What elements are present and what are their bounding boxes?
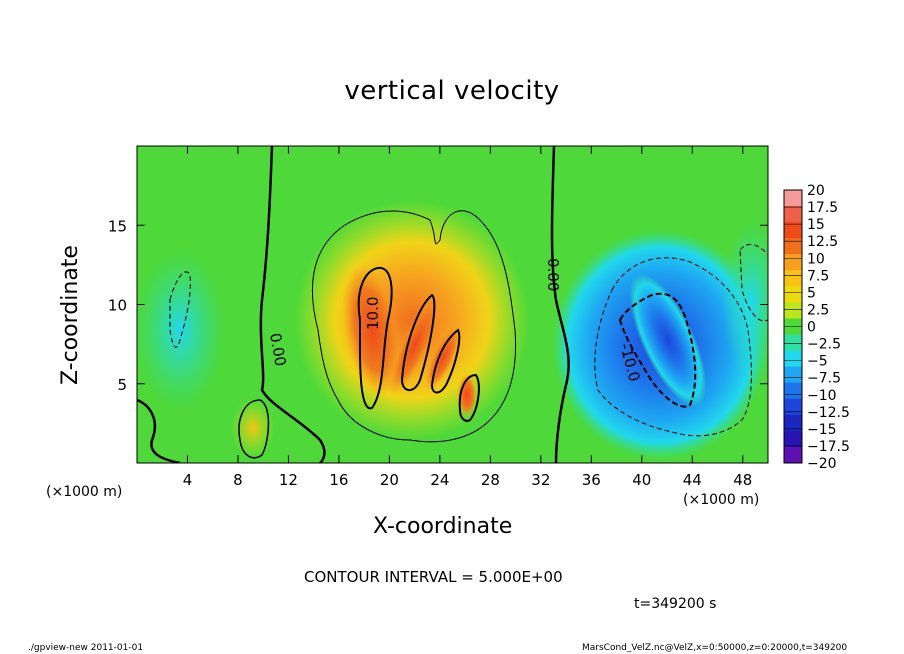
colorbar-label: 12.5 <box>807 234 838 250</box>
y-tick-label: 15 <box>108 217 127 235</box>
five-contour-updraft <box>312 210 517 443</box>
updraft-core <box>342 262 402 398</box>
colorbar-label: −15 <box>807 422 837 438</box>
colorbar-label: −5 <box>807 354 828 370</box>
contour-label: 10.0 <box>364 297 382 330</box>
x-unit-label-left: (×1000 m) <box>46 484 123 500</box>
colorbar-swatch <box>784 350 802 368</box>
zero-contour-right <box>550 146 570 463</box>
neg10-contour-downdraft <box>618 292 697 408</box>
colorbar-label: 15 <box>807 217 825 233</box>
y-axis-title: Z-coordinate <box>58 245 83 385</box>
ten-contour-core <box>357 266 393 410</box>
time-label: t=349200 s <box>634 596 717 612</box>
colorbar-label: −20 <box>807 456 837 472</box>
x-axis-title: X-coordinate <box>373 514 513 539</box>
small-updraft-contour <box>238 399 270 459</box>
x-tick-label: 24 <box>430 471 449 489</box>
updraft-band-3 <box>457 373 477 417</box>
colorbar-label: 7.5 <box>807 268 829 284</box>
x-tick-label: 28 <box>481 471 500 489</box>
colorbar-swatch <box>784 190 802 207</box>
neg5-contour-left <box>169 271 191 348</box>
x-tick-label: 12 <box>279 471 298 489</box>
zero-contour-bottom-left <box>137 398 181 463</box>
colorbar-swatch <box>784 382 802 400</box>
colorbar-swatch <box>784 414 802 432</box>
footer-right: MarsCond_VelZ.nc@VelZ,x=0:50000,z=0:2000… <box>582 643 848 653</box>
y-tick-label: 5 <box>117 376 127 394</box>
field <box>137 146 768 463</box>
ten-contour-band-2 <box>430 328 461 394</box>
x-tick-label: 16 <box>329 471 348 489</box>
zero-contour-left <box>259 146 326 463</box>
x-tick-label: 20 <box>380 471 399 489</box>
colorbar-swatch <box>784 398 802 416</box>
contour-interval-label: CONTOUR INTERVAL = 5.000E+00 <box>304 568 563 586</box>
x-axis: 4 8 12 16 20 24 28 32 36 40 44 48 <box>183 146 752 489</box>
colorbar-swatch <box>784 366 802 384</box>
footer-left: ./gpview-new 2011-01-01 <box>28 643 144 653</box>
colorbar-swatch <box>784 238 802 255</box>
x-tick-label: 48 <box>733 471 752 489</box>
contour-label: 0.00 <box>544 258 562 291</box>
updraft-fill <box>294 200 530 440</box>
y-tick-label: 10 <box>108 297 127 315</box>
colorbar-label: 20 <box>807 183 825 199</box>
x-tick-label: 32 <box>531 471 550 489</box>
chart-title: vertical velocity <box>344 76 560 106</box>
colorbar-swatch <box>784 206 802 223</box>
colorbar-label: 0 <box>807 320 816 336</box>
colorbar-label: −2.5 <box>807 337 841 353</box>
colorbar-label: 2.5 <box>807 302 829 318</box>
colorbar-label: −7.5 <box>807 371 841 387</box>
colorbar-swatch <box>784 286 802 303</box>
colorbar-label: −10 <box>807 388 837 404</box>
colorbar-swatch <box>784 254 802 271</box>
left-cyan-patch <box>137 250 225 410</box>
x-tick-label: 4 <box>183 471 193 489</box>
colorbar-swatch <box>784 430 802 448</box>
contour-label: 0.00 <box>266 332 290 368</box>
colorbar-swatch <box>784 222 802 239</box>
x-tick-label: 40 <box>632 471 651 489</box>
neg5-contour-downdraft <box>594 257 752 437</box>
colorbar-swatch <box>784 270 802 287</box>
colorbar-swatch <box>784 446 802 464</box>
neg5-contour-right <box>739 244 768 322</box>
x-unit-label-right: (×1000 m) <box>683 492 760 508</box>
ten-contour-band-3 <box>458 373 480 422</box>
updraft-band-1 <box>388 293 442 397</box>
ten-contour-band-1 <box>400 293 436 392</box>
x-tick-label: 36 <box>582 471 601 489</box>
right-cyan-patch <box>722 220 768 380</box>
colorbar-label: −17.5 <box>807 439 850 455</box>
colorbar-label: −12.5 <box>807 405 850 421</box>
colorbar-swatch <box>784 302 802 319</box>
colorbar-label: 17.5 <box>807 200 838 216</box>
colorbar-label: 5 <box>807 285 816 301</box>
colorbar-swatch <box>784 334 802 352</box>
colorbar-label: 10 <box>807 251 825 267</box>
y-axis: 5 10 15 <box>108 217 768 394</box>
x-tick-label: 8 <box>233 471 243 489</box>
x-tick-label: 44 <box>683 471 702 489</box>
downdraft-band <box>629 273 707 407</box>
